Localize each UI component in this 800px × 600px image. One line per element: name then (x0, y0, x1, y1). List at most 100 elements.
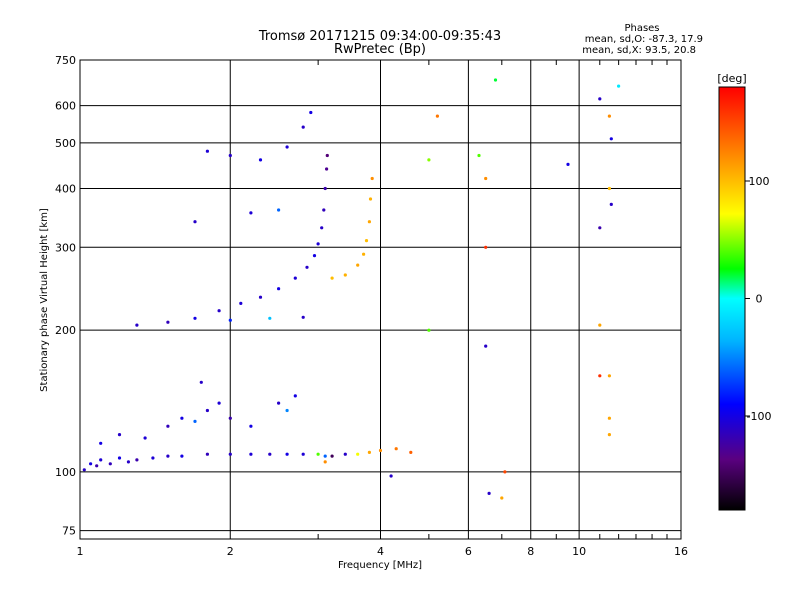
colorbar-tick-label: 100 (749, 175, 770, 188)
data-point (135, 323, 139, 327)
data-point (126, 460, 130, 464)
data-point (389, 474, 393, 478)
data-point (277, 287, 281, 291)
data-point (285, 408, 289, 413)
data-point (356, 263, 360, 267)
data-point (205, 408, 209, 413)
colorbar-ticks: 100 0 -100 (745, 175, 771, 423)
x-tick-label: 16 (674, 545, 688, 558)
x-tick-label: 10 (572, 545, 586, 558)
data-point (193, 316, 197, 320)
data-point (325, 167, 329, 171)
data-point (484, 176, 488, 181)
y-axis-label: Stationary phase Virtual Height [km] (39, 208, 50, 392)
y-tick-label: 200 (55, 324, 76, 337)
data-point (228, 452, 232, 456)
data-point (193, 220, 197, 224)
data-point (598, 97, 602, 101)
data-point (566, 162, 570, 166)
data-point (99, 458, 103, 462)
data-point (487, 491, 491, 495)
data-point (607, 416, 612, 420)
data-point (301, 452, 305, 456)
data-point (607, 186, 612, 191)
data-point (285, 452, 289, 456)
data-point (598, 374, 602, 378)
data-point (343, 452, 347, 456)
data-point (320, 226, 324, 230)
data-point (323, 454, 327, 458)
x-tick-label: 4 (377, 545, 384, 558)
data-point (370, 176, 374, 181)
data-point (427, 328, 431, 332)
data-point (607, 374, 612, 378)
data-point (228, 153, 232, 158)
data-point (205, 149, 209, 153)
data-point (151, 456, 155, 460)
data-point (323, 186, 327, 191)
data-point (343, 273, 347, 277)
data-point (609, 137, 613, 141)
x-axis-label: Frequency [MHz] (338, 560, 422, 571)
data-point (193, 419, 197, 423)
data-point (598, 226, 602, 230)
data-point (258, 295, 263, 299)
data-point (617, 84, 621, 88)
data-point (394, 447, 398, 451)
x-tick-label: 2 (227, 545, 234, 558)
colorbar-tick-label: 0 (756, 293, 763, 306)
data-point (609, 202, 613, 206)
data-point (249, 424, 253, 428)
data-point (205, 452, 209, 456)
data-point (301, 315, 305, 319)
chart-subtitle: RwPretec (Bp) (334, 42, 426, 57)
data-point (166, 320, 170, 324)
data-point (484, 344, 488, 348)
data-point (117, 456, 122, 460)
chart-title: Tromsø 20171215 09:34:00-09:35:43 (258, 29, 501, 44)
data-point (435, 114, 439, 118)
y-tick-label: 300 (55, 241, 76, 254)
data-point (166, 454, 170, 458)
data-point (99, 441, 103, 445)
data-point (293, 276, 297, 280)
data-point (309, 110, 313, 115)
data-point (217, 309, 221, 313)
data-point (409, 450, 413, 454)
colorbar (718, 86, 746, 511)
y-tick-label: 400 (55, 182, 76, 195)
data-point (305, 265, 309, 269)
data-point (82, 468, 86, 472)
y-tick-label: 500 (55, 137, 76, 150)
data-point (330, 454, 334, 458)
colorbar-tick-label: -100 (747, 410, 772, 423)
data-point (503, 470, 507, 474)
data-point (316, 242, 320, 246)
data-point (301, 125, 305, 129)
stats-heading: Phases (624, 23, 659, 34)
y-tick-label: 75 (62, 525, 76, 538)
data-point (367, 220, 371, 224)
data-point (607, 114, 612, 118)
data-point (484, 245, 488, 249)
data-point (277, 401, 281, 405)
x-tick-label: 1 (77, 545, 84, 558)
data-point (427, 158, 431, 162)
data-point (268, 452, 272, 456)
data-point (228, 318, 232, 322)
data-point (362, 252, 366, 256)
data-point (180, 416, 184, 420)
data-point (368, 197, 373, 201)
data-point (323, 460, 327, 464)
plot-frame (79, 59, 682, 540)
data-point (598, 323, 602, 327)
data-point (217, 401, 221, 405)
data-point (95, 464, 99, 468)
data-point (493, 78, 498, 82)
data-point (143, 436, 147, 440)
x-tick-label: 8 (527, 545, 534, 558)
data-point (322, 208, 326, 212)
data-point (607, 433, 612, 437)
x-axis-ticks: 1 2 4 6 8 10 16 (77, 60, 688, 558)
